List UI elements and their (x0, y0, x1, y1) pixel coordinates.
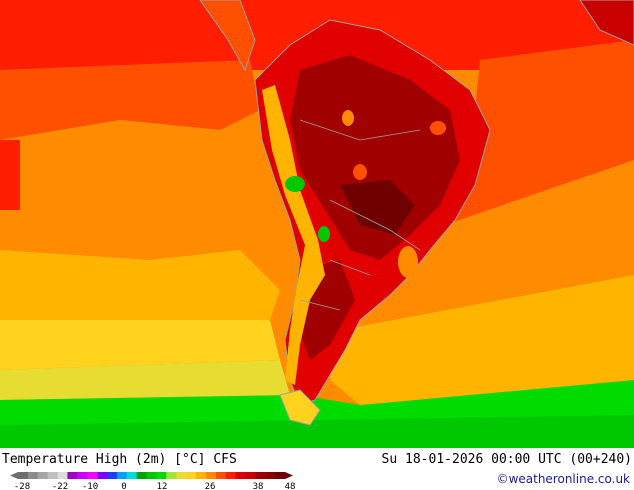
pacific-warm-band (0, 60, 260, 140)
scale-swatch (27, 472, 39, 479)
scale-swatch (205, 472, 217, 479)
amazon-warm-spot (342, 110, 354, 126)
tierra-del-fuego (279, 389, 321, 426)
scale-tick-label: 12 (157, 482, 168, 490)
interior-hot-zone (290, 55, 460, 260)
scale-swatch (245, 472, 256, 479)
scale-swatch (186, 472, 197, 479)
scale-tick-label: -10 (82, 482, 98, 490)
south-atlantic-band (330, 270, 634, 405)
atlantic-warm-band (430, 40, 634, 230)
pacific-pale-band (0, 360, 290, 400)
southeast-coast-warm (398, 246, 418, 278)
central-america (199, 0, 256, 72)
scale-swatch (235, 472, 246, 479)
country-borders (299, 119, 421, 311)
scale-swatch (215, 472, 227, 479)
credit-link[interactable]: ©weatheronline.co.uk (496, 472, 630, 486)
scale-swatch (37, 472, 49, 479)
west-ocean-hot-patch (0, 140, 20, 210)
scale-swatch (166, 472, 177, 479)
scale-swatch (116, 472, 128, 479)
scale-tick-label: 48 (285, 482, 296, 490)
pacific-south-band (0, 250, 280, 320)
map-footer: Temperature High (2m) [°C] CFS Su 18-01-… (0, 448, 634, 490)
atlantic-mid-band (340, 150, 634, 330)
scale-swatch (196, 472, 207, 479)
scale-swatch (136, 472, 148, 479)
scale-arrow-left (10, 472, 18, 479)
map-svg (0, 0, 634, 448)
scale-swatch (146, 472, 157, 479)
scale-swatch (255, 472, 266, 479)
scale-swatch (176, 472, 187, 479)
scale-tick-label: 0 (121, 482, 126, 490)
andes-cool-patch (318, 226, 330, 242)
scale-swatch (156, 472, 167, 479)
scale-swatch (275, 472, 286, 479)
scale-swatch (97, 472, 108, 479)
scale-tick-label: 26 (205, 482, 216, 490)
scale-swatch (107, 472, 118, 479)
hottest-core (340, 180, 415, 235)
pacific-mid-band (0, 120, 255, 260)
scale-tick-label: -28 (14, 482, 30, 490)
scale-swatch (87, 472, 98, 479)
brazil-warm-spot (430, 121, 446, 135)
valid-time: Su 18-01-2026 00:00 UTC (00+240) (381, 452, 632, 467)
scale-tick-label: -22 (52, 482, 68, 490)
scale-arrow-right (285, 472, 293, 479)
bolivia-warm-spot (353, 164, 367, 180)
temperature-map (0, 0, 634, 448)
scale-swatch (126, 472, 138, 479)
scale-bar (10, 472, 293, 479)
andes-cool-strip (262, 85, 325, 385)
scale-ticks: -28 -22 -10 0 12 26 38 48 (14, 482, 296, 490)
altiplano-cool-patch (285, 176, 305, 192)
scale-swatch (47, 472, 59, 479)
pacific-yellow-band (0, 320, 280, 370)
scale-swatch (67, 472, 78, 479)
africa-corner (579, 0, 634, 46)
map-title: Temperature High (2m) [°C] CFS (2, 452, 237, 467)
scale-tick-label: 38 (253, 482, 264, 490)
scale-swatch (57, 472, 68, 479)
southern-ocean-deep-green (0, 415, 634, 448)
scale-swatch (225, 472, 237, 479)
scale-swatch (265, 472, 276, 479)
scale-swatch (77, 472, 88, 479)
color-scale-legend: -28 -22 -10 0 12 26 38 48 (10, 472, 296, 490)
scale-swatch (18, 472, 29, 479)
